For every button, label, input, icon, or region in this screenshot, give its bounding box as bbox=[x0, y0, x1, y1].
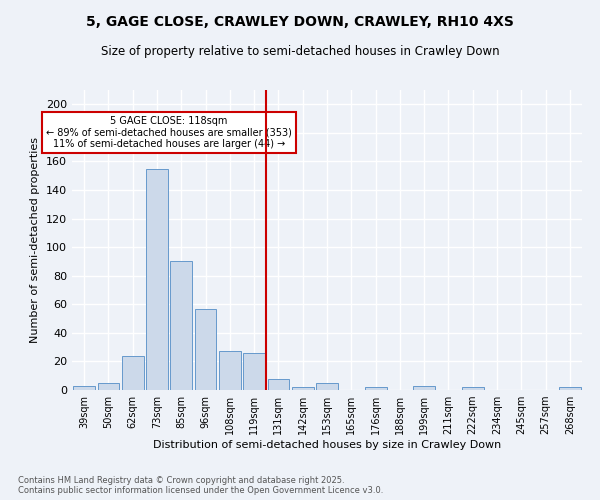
X-axis label: Distribution of semi-detached houses by size in Crawley Down: Distribution of semi-detached houses by … bbox=[153, 440, 501, 450]
Text: 5, GAGE CLOSE, CRAWLEY DOWN, CRAWLEY, RH10 4XS: 5, GAGE CLOSE, CRAWLEY DOWN, CRAWLEY, RH… bbox=[86, 15, 514, 29]
Bar bbox=[292, 387, 314, 390]
Bar bbox=[219, 352, 241, 390]
Bar bbox=[97, 383, 119, 390]
Bar bbox=[462, 387, 484, 390]
Bar bbox=[365, 387, 386, 390]
Bar bbox=[268, 378, 289, 390]
Bar bbox=[316, 383, 338, 390]
Bar bbox=[194, 308, 217, 390]
Bar bbox=[146, 168, 168, 390]
Bar bbox=[559, 387, 581, 390]
Bar bbox=[122, 356, 143, 390]
Text: Contains HM Land Registry data © Crown copyright and database right 2025.
Contai: Contains HM Land Registry data © Crown c… bbox=[18, 476, 383, 495]
Bar bbox=[413, 386, 435, 390]
Bar bbox=[73, 386, 95, 390]
Y-axis label: Number of semi-detached properties: Number of semi-detached properties bbox=[31, 137, 40, 343]
Text: Size of property relative to semi-detached houses in Crawley Down: Size of property relative to semi-detach… bbox=[101, 45, 499, 58]
Bar bbox=[243, 353, 265, 390]
Text: 5 GAGE CLOSE: 118sqm
← 89% of semi-detached houses are smaller (353)
11% of semi: 5 GAGE CLOSE: 118sqm ← 89% of semi-detac… bbox=[46, 116, 292, 149]
Bar bbox=[170, 262, 192, 390]
